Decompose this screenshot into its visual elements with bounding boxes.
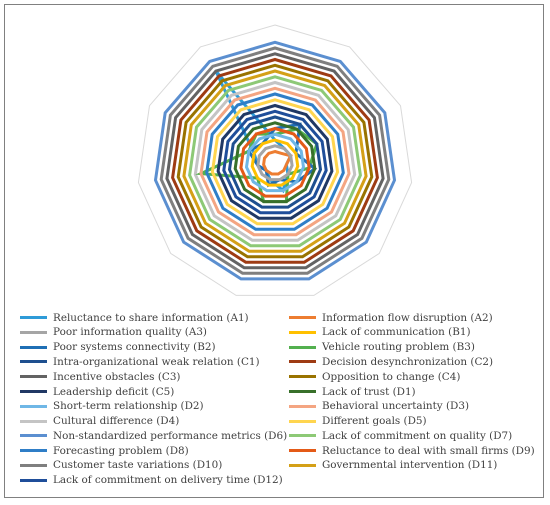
legend-item: Governmental intervention (D11) (289, 459, 530, 472)
series-line (244, 132, 306, 193)
legend-item: Forecasting problem (D8) (20, 444, 289, 457)
legend-item: Reluctance to deal with small firms (D9) (289, 444, 535, 457)
series-line (176, 63, 374, 259)
series-line (210, 98, 340, 226)
series-line (153, 40, 397, 281)
legend-item: Reluctance to share information (A1) (20, 311, 289, 324)
legend-label: Non-standardized performance metrics (D6… (53, 429, 288, 442)
legend-item: Lack of communication (B1) (289, 326, 530, 339)
series-line (171, 57, 379, 264)
legend-swatch (20, 345, 47, 349)
legend-item: Lack of trust (D1) (289, 385, 530, 398)
series-line (165, 52, 385, 270)
legend-label: Forecasting problem (D8) (53, 444, 189, 457)
legend-item: Information flow disruption (A2) (289, 311, 530, 324)
legend-item: Lack of commitment on quality (D7) (289, 429, 530, 442)
legend-label: Opposition to change (C4) (322, 370, 461, 383)
series-line (256, 144, 294, 182)
radar-series (153, 40, 397, 281)
legend-swatch (289, 316, 316, 320)
legend-item: Non-standardized performance metrics (D6… (20, 429, 289, 442)
chart-legend: Reluctance to share information (A1) Info… (20, 311, 535, 487)
legend-label: Cultural difference (D4) (53, 415, 180, 428)
radar-outer-gridline (137, 24, 413, 296)
legend-item: Behavioral uncertainty (D3) (289, 400, 530, 413)
legend-swatch (20, 478, 47, 482)
series-line (233, 121, 317, 204)
legend-label: Lack of communication (B1) (322, 326, 471, 339)
legend-item: Customer taste variations (D10) (20, 459, 289, 472)
legend-swatch (20, 463, 47, 467)
series-line (205, 92, 345, 231)
legend-label: Information flow disruption (A2) (322, 311, 493, 324)
legend-label: Poor information quality (A3) (53, 326, 207, 339)
legend-label: Poor systems connectivity (B2) (53, 341, 216, 354)
legend-label: Leadership deficit (C5) (53, 385, 175, 398)
legend-swatch (289, 463, 316, 467)
legend-swatch (289, 449, 316, 453)
series-line (193, 80, 357, 242)
radar-chart (137, 24, 413, 296)
legend-label: Vehicle routing problem (B3) (322, 341, 475, 354)
legend-label: Incentive obstacles (C3) (53, 370, 181, 383)
legend-label: Governmental intervention (D11) (322, 459, 498, 472)
legend-swatch (20, 434, 47, 438)
series-line (182, 69, 368, 253)
legend-label: Customer taste variations (D10) (53, 459, 223, 472)
legend-swatch (289, 419, 316, 423)
legend-swatch (289, 360, 316, 364)
legend-swatch (289, 404, 316, 408)
legend-swatch (20, 419, 47, 423)
legend-item: Poor information quality (A3) (20, 326, 289, 339)
legend-item: Decision desynchronization (C2) (289, 355, 530, 368)
legend-label: Reluctance to share information (A1) (53, 311, 249, 324)
figure-frame (4, 4, 544, 498)
series-line (250, 138, 300, 187)
legend-item: Leadership deficit (C5) (20, 385, 289, 398)
series-line (216, 103, 334, 220)
legend-swatch (289, 345, 316, 349)
legend-swatch (289, 375, 316, 379)
legend-swatch (20, 330, 47, 334)
legend-item: Vehicle routing problem (B3) (289, 341, 530, 354)
legend-swatch (20, 390, 47, 393)
legend-label: Short-term relationship (D2) (53, 400, 204, 413)
legend-swatch (20, 360, 47, 364)
legend-label: Different goals (D5) (322, 415, 427, 428)
legend-swatch (20, 404, 47, 408)
legend-item: Incentive obstacles (C3) (20, 370, 289, 383)
series-line (188, 75, 362, 248)
legend-swatch (20, 375, 47, 379)
legend-label: Lack of trust (D1) (322, 385, 416, 398)
legend-label: Intra-organizational weak relation (C1) (53, 355, 260, 368)
legend-swatch (289, 434, 316, 438)
legend-swatch (289, 330, 316, 334)
series-line (239, 126, 311, 198)
series-line (227, 115, 323, 209)
legend-item: Cultural difference (D4) (20, 414, 289, 427)
legend-label: Reluctance to deal with small firms (D9) (322, 444, 535, 457)
legend-swatch (289, 390, 316, 393)
legend-item: Intra-organizational weak relation (C1) (20, 355, 289, 368)
legend-label: Lack of commitment on delivery time (D12… (53, 474, 283, 487)
series-line (222, 109, 328, 215)
legend-swatch (20, 316, 47, 320)
legend-item: Short-term relationship (D2) (20, 400, 289, 413)
legend-item: Poor systems connectivity (B2) (20, 341, 289, 354)
legend-item: Opposition to change (C4) (289, 370, 530, 383)
radar-grid (137, 24, 413, 296)
legend-item: Lack of commitment on delivery time (D12… (20, 474, 289, 487)
legend-label: Lack of commitment on quality (D7) (322, 429, 513, 442)
legend-label: Decision desynchronization (C2) (322, 355, 494, 368)
legend-label: Behavioral uncertainty (D3) (322, 400, 470, 413)
series-line (199, 86, 351, 237)
legend-item: Different goals (D5) (289, 414, 530, 427)
legend-swatch (20, 449, 47, 453)
series-line (159, 46, 391, 275)
